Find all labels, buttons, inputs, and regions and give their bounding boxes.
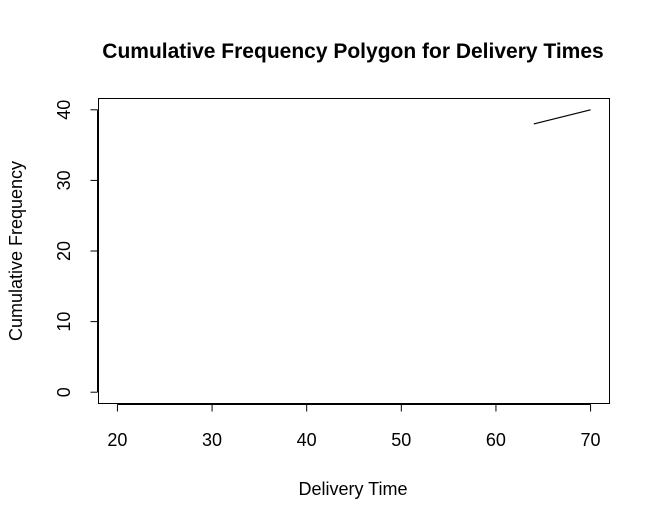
x-tick-label: 70 [581, 430, 601, 450]
y-tick-label: 30 [54, 170, 74, 190]
cumulative-frequency-line [533, 109, 591, 125]
y-tick-label: 40 [54, 100, 74, 120]
y-tick-label: 10 [54, 312, 74, 332]
plot-area [98, 98, 610, 404]
x-axis: 20 30 40 50 60 70 [107, 404, 601, 450]
x-tick-label: 20 [107, 430, 127, 450]
y-axis-label: Cumulative Frequency [6, 161, 26, 341]
x-tick-label: 30 [202, 430, 222, 450]
y-axis: 0 10 20 30 40 [54, 100, 98, 397]
y-tick-label: 20 [54, 241, 74, 261]
x-tick-label: 60 [486, 430, 506, 450]
x-tick-label: 50 [391, 430, 411, 450]
chart-title: Cumulative Frequency Polygon for Deliver… [102, 40, 603, 63]
series-group [533, 109, 591, 125]
y-tick-label: 0 [54, 387, 74, 397]
x-tick-label: 40 [297, 430, 317, 450]
x-axis-label: Delivery Time [298, 479, 407, 499]
